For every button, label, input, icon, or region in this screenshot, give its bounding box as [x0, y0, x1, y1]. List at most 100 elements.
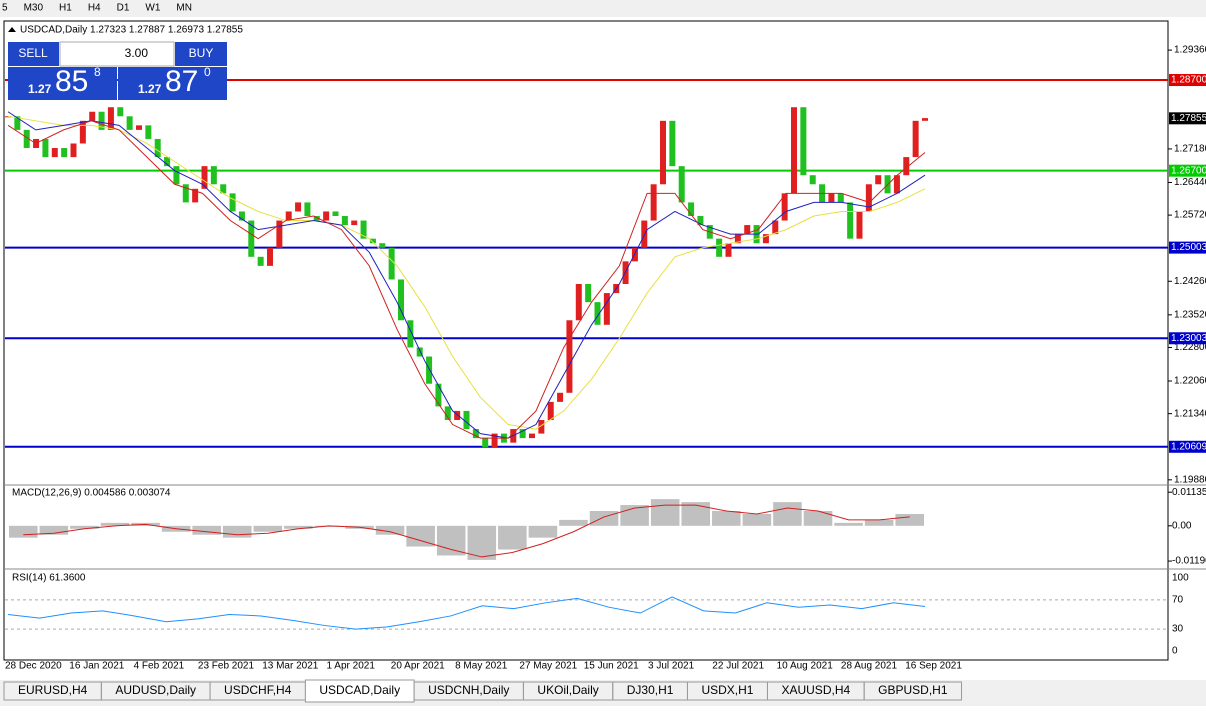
macd-bar: [222, 525, 252, 538]
candle: [772, 220, 779, 235]
candle: [734, 234, 741, 244]
timeframe-button[interactable]: H4: [88, 3, 101, 14]
candle: [912, 120, 919, 158]
candle: [276, 220, 283, 248]
candle: [800, 107, 807, 176]
buy-pips: 87: [165, 65, 198, 98]
date-label: 27 May 2021: [519, 661, 577, 672]
macd-bar: [253, 525, 283, 532]
ma-fast: [7, 120, 926, 439]
candle: [865, 184, 872, 212]
candle: [145, 125, 152, 139]
candle: [594, 302, 601, 325]
tab[interactable]: DJ30,H1: [627, 683, 674, 697]
y-tick-label: 1.27180: [1174, 144, 1206, 155]
tab[interactable]: USDCAD,Daily: [319, 683, 400, 697]
current-price-label: 1.27855: [1171, 113, 1206, 124]
date-label: 28 Aug 2021: [841, 661, 898, 672]
timeframe-button[interactable]: H1: [59, 3, 72, 14]
buy-big: 1.27: [138, 82, 162, 96]
candle: [716, 238, 723, 257]
candle: [332, 211, 339, 217]
candle: [14, 116, 21, 130]
y-tick-label: 1.19880: [1174, 474, 1206, 485]
tab-frame: [863, 681, 963, 701]
sell-pips: 85: [55, 65, 88, 98]
candle: [426, 356, 433, 384]
timeframe-button[interactable]: 5: [2, 3, 8, 14]
sell-price-box[interactable]: [8, 67, 117, 100]
tab-bar: [0, 680, 1206, 706]
macd-bar: [9, 525, 38, 538]
tab[interactable]: USDCHF,H4: [224, 683, 292, 697]
trade-panel: SELL 3.00 BUY 1.27 85 8 1.27 87 0: [8, 41, 227, 100]
candle: [454, 410, 461, 420]
y-tick-label: 0.01135: [1172, 487, 1206, 498]
macd-bar: [436, 525, 466, 556]
buy-button[interactable]: [175, 42, 227, 66]
candle: [407, 320, 414, 348]
macd-bar: [834, 522, 863, 526]
date-label: 13 Mar 2021: [262, 661, 319, 672]
macd-bar: [192, 525, 221, 535]
y-tick-label: 1.22800: [1174, 342, 1206, 353]
price-label-box: [1169, 440, 1206, 453]
macd-bar: [70, 525, 99, 529]
candle: [529, 433, 535, 439]
y-tick-label: 100: [1172, 573, 1189, 584]
candle: [585, 284, 592, 303]
price-label-box: [1169, 74, 1206, 87]
volume-input[interactable]: [59, 41, 175, 67]
tab[interactable]: UKOil,Daily: [537, 683, 598, 697]
ma-slow: [7, 115, 926, 430]
candle: [491, 433, 498, 448]
candle: [603, 293, 610, 325]
timeframe-button[interactable]: D1: [117, 3, 130, 14]
candle: [107, 107, 114, 130]
candle: [744, 225, 751, 235]
candle: [126, 116, 133, 130]
timeframe-button[interactable]: W1: [145, 3, 160, 14]
candle: [660, 120, 666, 185]
sell-label: SELL: [18, 46, 48, 60]
timeframe-button[interactable]: M30: [24, 3, 44, 14]
buy-price-box[interactable]: [118, 67, 227, 100]
timeframe-button[interactable]: MN: [176, 3, 192, 14]
tab[interactable]: USDX,H1: [701, 683, 753, 697]
tab[interactable]: EURUSD,H4: [18, 683, 88, 697]
candle: [398, 279, 404, 321]
candle: [575, 284, 582, 321]
candle: [856, 211, 863, 239]
candle: [238, 211, 245, 221]
price-label: 1.20609: [1171, 441, 1206, 452]
candle: [893, 175, 900, 194]
y-tick-label: 30: [1172, 624, 1184, 635]
macd-bar: [559, 519, 588, 526]
macd-bar: [284, 525, 313, 529]
candle: [463, 410, 470, 430]
tab[interactable]: XAUUSD,H4: [781, 683, 850, 697]
tab[interactable]: AUDUSD,Daily: [115, 683, 196, 697]
candle: [98, 111, 105, 130]
sell-button[interactable]: [8, 42, 59, 66]
rsi-line: [7, 596, 926, 630]
macd-bar: [498, 525, 527, 550]
date-label: 10 Aug 2021: [777, 661, 834, 672]
chart-frame: [3, 20, 1169, 661]
candle: [725, 243, 732, 257]
candle: [164, 157, 171, 167]
tab[interactable]: USDCNH,Daily: [428, 683, 509, 697]
price-label-box: [1169, 241, 1206, 254]
candle: [435, 383, 442, 407]
chart-header: USDCAD,Daily 1.27323 1.27887 1.26973 1.2…: [20, 25, 243, 36]
tab[interactable]: GBPUSD,H1: [878, 683, 948, 697]
candle: [444, 406, 451, 420]
date-label: 16 Sep 2021: [905, 661, 962, 672]
y-tick-label: 70: [1172, 595, 1184, 606]
sell-big: 1.27: [28, 82, 52, 96]
candle: [519, 429, 526, 439]
buy-label: BUY: [189, 46, 214, 60]
macd-bar: [712, 511, 741, 526]
candle: [201, 166, 208, 189]
candle: [79, 120, 86, 144]
